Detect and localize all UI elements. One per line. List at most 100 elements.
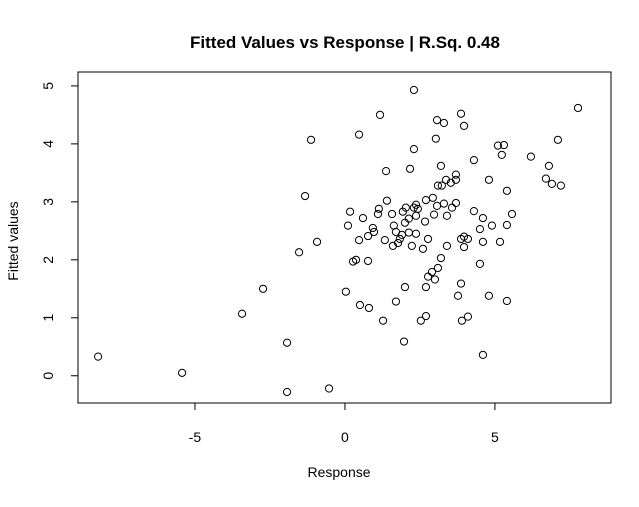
y-tick-label: 1 [40,314,56,322]
point [391,297,401,306]
point [484,291,494,300]
point [573,103,583,113]
x-tick-label: -5 [189,429,202,445]
x-axis-label: Response [307,464,370,480]
point [556,181,566,190]
point [475,259,485,268]
point [478,213,488,223]
point [345,207,355,216]
point [553,135,563,144]
point [341,287,350,296]
point [374,204,383,213]
x-tick-label: 5 [491,429,499,445]
point [502,186,512,195]
point [459,242,469,252]
point [526,152,536,161]
point [437,181,446,190]
point [398,207,407,216]
point [475,224,485,234]
point [294,248,304,257]
point [456,279,466,288]
point [451,198,461,208]
point [478,350,488,359]
point [547,179,557,188]
point [436,161,446,171]
point [407,241,416,251]
point [418,244,428,253]
point [355,300,365,310]
point [453,291,463,300]
point [457,316,467,325]
point [375,110,385,119]
point [442,241,452,251]
y-tick-label: 0 [40,372,56,380]
point [502,296,512,306]
y-axis-label: Fitted values [5,201,21,280]
point [456,109,466,118]
point [421,282,431,292]
point [469,156,479,165]
point [363,231,373,241]
point [364,303,374,313]
point [544,161,554,171]
point [306,135,316,144]
point [541,174,551,183]
point [368,223,377,233]
point [395,234,404,244]
point [389,221,398,230]
point [177,368,187,377]
point [459,121,469,131]
point [436,253,446,263]
point [378,316,388,325]
point [497,150,506,159]
y-tick-label: 4 [40,140,56,148]
point [441,175,451,184]
point [300,191,310,201]
point [381,167,391,176]
point [380,236,389,245]
point [484,175,494,184]
point [358,213,368,223]
x-tick-label: 0 [341,429,349,445]
point [282,338,292,347]
point [421,311,431,321]
point [363,256,373,266]
point [469,207,479,216]
point [258,284,268,293]
point [343,221,353,230]
point [495,237,505,246]
point [387,209,397,219]
point [373,209,383,219]
point [404,214,413,223]
point [312,237,322,246]
point [499,140,509,150]
point [463,312,473,321]
point [409,203,419,212]
point [432,116,442,125]
point [399,337,409,346]
point [413,204,422,213]
point [430,275,440,284]
point [401,203,410,212]
point [409,85,419,95]
point [439,199,449,208]
y-tick-label: 5 [40,82,56,90]
point [451,175,461,184]
point [369,227,379,237]
point [354,130,364,139]
y-tick-label: 3 [40,198,56,206]
point [502,220,512,230]
point [433,263,443,273]
point [463,234,473,244]
point [354,236,364,245]
y-tick-label: 2 [40,256,56,264]
point [388,241,398,251]
point [423,272,433,281]
point [423,234,433,244]
point [416,316,425,325]
point [429,210,439,219]
point [420,217,430,226]
point [282,387,292,397]
